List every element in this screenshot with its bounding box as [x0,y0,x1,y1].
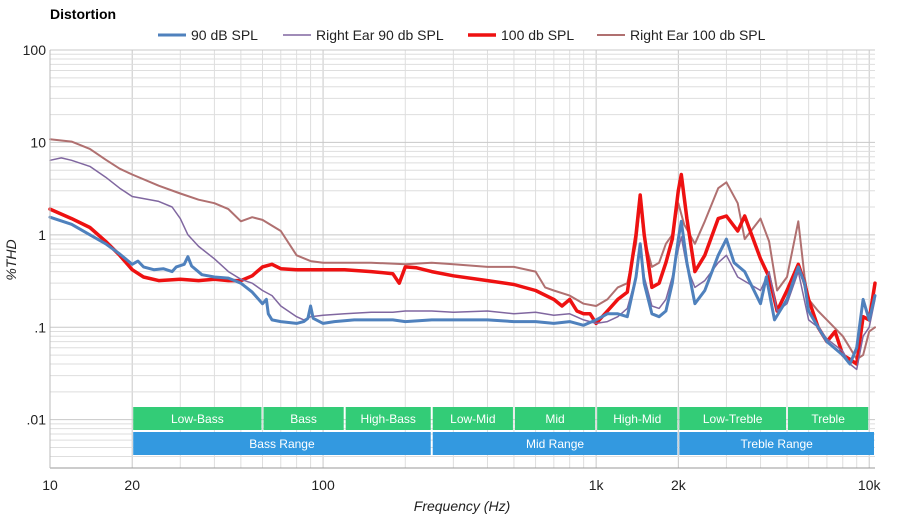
range-bar [679,407,787,430]
range-label: Treble Range [741,437,814,451]
legend-label: 100 db SPL [501,27,574,43]
x-tick-label: 2k [671,477,687,493]
chart-title: Distortion [50,6,116,22]
range-bar [133,407,262,430]
range-bar [432,407,513,430]
range-bar [788,407,869,430]
y-tick-label: 10 [30,134,46,150]
y-tick-label: 1 [38,227,46,243]
range-bar [133,432,431,455]
range-bar [432,432,678,455]
range-label: Mid [545,412,564,426]
range-bar [597,407,678,430]
x-tick-label: 10 [42,477,58,493]
series-line [48,215,877,366]
range-label: High-Bass [361,412,416,426]
series-line [49,138,876,361]
grid [49,49,875,469]
range-bar [514,407,596,430]
legend-label: Right Ear 90 db SPL [316,27,444,43]
range-bar [679,432,874,455]
x-tick-label: 1k [589,477,605,493]
range-bar [345,407,431,430]
series-lines [48,138,877,371]
x-tick-label: 10k [858,477,882,493]
range-label: Bass [290,412,317,426]
y-axis-label: %THD [3,239,19,280]
y-tick-label: .1 [34,319,46,335]
range-label: High-Mid [613,412,661,426]
x-tick-label: 100 [311,477,335,493]
range-bar [263,407,344,430]
range-label: Bass Range [249,437,315,451]
legend-label: Right Ear 100 db SPL [630,27,766,43]
series-line [49,157,876,371]
x-tick-label: 20 [124,477,140,493]
legend: 90 dB SPL Right Ear 90 db SPL 100 db SPL Ri… [158,27,766,43]
range-label: Mid Range [526,437,584,451]
range-label: Low-Bass [171,412,224,426]
y-tick-label: 100 [23,42,47,58]
axes: 10 20 100 1k 2k 10k 100 10 1 .1 .01 [23,42,882,493]
y-tick-label: .01 [27,412,47,428]
series-line [48,172,877,366]
range-label: Low-Treble [703,412,763,426]
legend-label: 90 dB SPL [191,27,258,43]
range-label: Low-Mid [450,412,495,426]
range-label: Treble [811,412,845,426]
frequency-ranges: Low-Bass Bass High-Bass Low-Mid Mid High-Mid L… [133,407,874,455]
x-axis-label: Frequency (Hz) [414,498,510,514]
